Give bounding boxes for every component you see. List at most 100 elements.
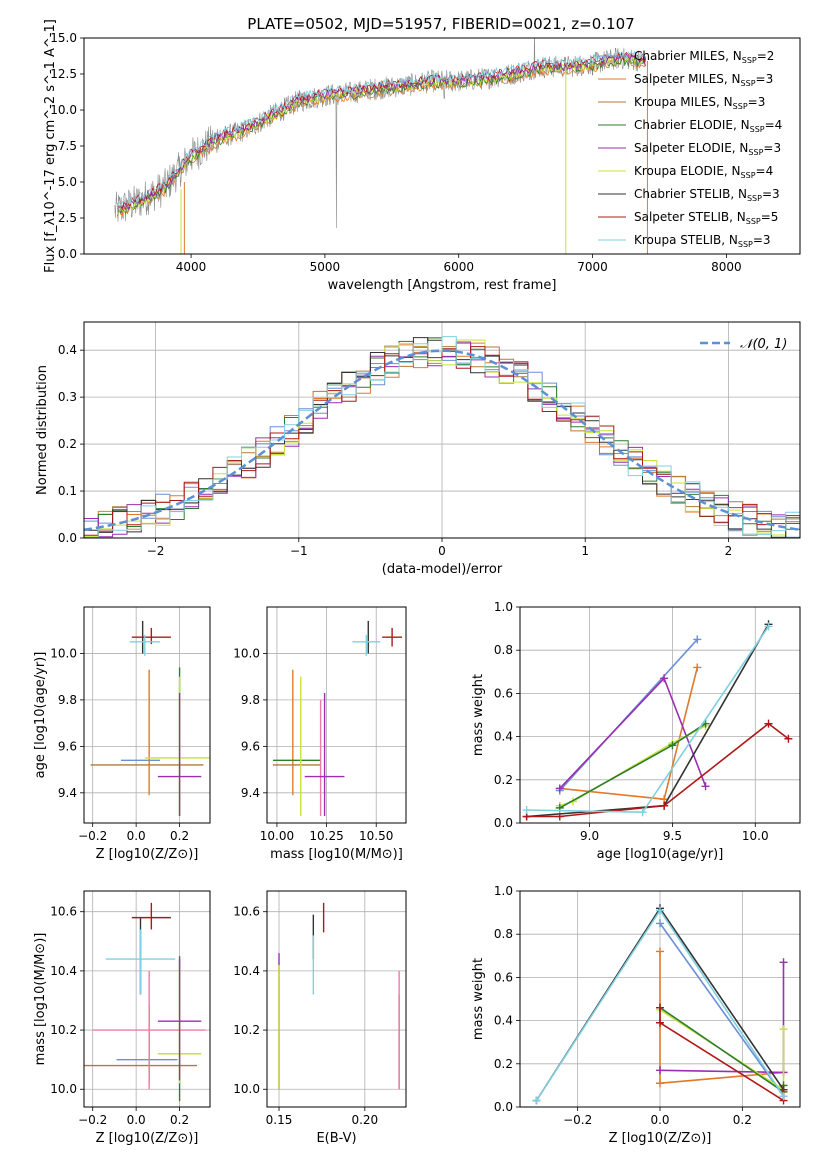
weight-point-marker <box>784 734 793 743</box>
x-axis-label: wavelength [Angstrom, rest frame] <box>328 278 557 293</box>
legend-label: Chabrier MILES, NSSP=2 <box>634 49 774 65</box>
y-tick-label: 0.6 <box>494 686 513 700</box>
y-tick-label: 0.0 <box>494 1100 513 1114</box>
legend-label: Salpeter MILES, NSSP=3 <box>634 72 773 88</box>
weight-point-marker <box>701 782 710 791</box>
weight-point-marker <box>555 784 564 793</box>
x-tick-label: 0.2 <box>170 829 189 843</box>
y-tick-label: 10.2 <box>50 1023 77 1037</box>
model-spectrum <box>117 57 647 218</box>
errorbars <box>84 902 206 1102</box>
y-tick-label: 12.5 <box>50 67 77 81</box>
legend-label: Kroupa STELIB, NSSP=3 <box>634 233 771 249</box>
weight-point-marker <box>668 741 677 750</box>
x-tick-label: 7000 <box>577 260 608 274</box>
mass-weight-vs-metallicity-panel: −0.2 0.0 0.2 0.0 0.2 0.4 0.6 0.8 1.0 Z [log10(Z/Z… <box>471 884 801 1146</box>
weight-point-marker <box>764 719 773 728</box>
y-tick-label: 9.6 <box>241 739 260 753</box>
y-axis-label: mass weight <box>471 958 486 1040</box>
x-tick-label: 9.0 <box>580 829 599 843</box>
spectrum-panel: 4000 5000 6000 7000 8000 0.0 2.5 5.0 7.5 10.0 12.5… <box>43 19 801 293</box>
y-tick-label: 10.0 <box>233 1082 260 1096</box>
weight-point-marker <box>779 958 788 967</box>
x-tick-label: 0.2 <box>170 1113 189 1127</box>
figure-title: PLATE=0502, MJD=51957, FIBERID=0021, z=0… <box>247 15 634 33</box>
weight-point-marker <box>656 1003 664 1012</box>
axes-frame <box>519 890 801 1108</box>
weight-point-marker <box>656 906 664 915</box>
y-tick-label: 10.6 <box>233 905 260 919</box>
x-tick-label: 10.25 <box>309 829 343 843</box>
legend-label: Kroupa ELODIE, NSSP=4 <box>634 164 773 180</box>
y-tick-label: 10.6 <box>50 905 77 919</box>
y-axis-label: mass weight <box>471 674 486 756</box>
x-tick-label: 1 <box>581 544 589 558</box>
y-tick-label: 1.0 <box>494 600 513 614</box>
weight-lines <box>522 620 793 821</box>
y-tick-label: 0.8 <box>494 927 513 941</box>
weight-point-marker <box>660 674 669 683</box>
errorbars <box>278 902 400 1090</box>
model-spectrum <box>117 50 646 208</box>
age-vs-metallicity-panel: −0.2 0.0 0.2 9.4 9.6 9.8 10.0 Z [log10(Z/Z⊙)] ag… <box>33 606 211 862</box>
y-tick-label: 9.4 <box>241 786 260 800</box>
weight-point-marker <box>693 635 702 644</box>
y-axis-label: age [log10(age/yr)] <box>33 652 48 779</box>
y-tick-label: 0.1 <box>58 484 77 498</box>
gaussian-curve <box>84 349 800 532</box>
y-tick-label: 0.3 <box>58 390 77 404</box>
x-tick-label: 10.0 <box>742 829 769 843</box>
y-tick-label: 0.8 <box>494 643 513 657</box>
y-axis-label: Normed distribution <box>35 365 50 495</box>
y-tick-label: 0.6 <box>494 970 513 984</box>
y-tick-label: 10.0 <box>50 103 77 117</box>
x-axis-label: Z [log10(Z/Z⊙)] <box>609 1131 712 1146</box>
y-tick-label: 0.4 <box>58 343 77 357</box>
weight-point-marker <box>764 622 773 631</box>
y-tick-label: 0.2 <box>494 773 513 787</box>
y-tick-label: 0.0 <box>494 816 513 830</box>
weight-point-marker <box>532 1096 541 1105</box>
errorbars <box>90 620 210 817</box>
weight-point-marker <box>522 806 531 815</box>
legend-label: Kroupa MILES, NSSP=3 <box>634 95 765 111</box>
weight-point-marker <box>656 1018 664 1027</box>
spectrum-lines <box>114 38 648 254</box>
x-tick-label: 0.0 <box>650 1113 669 1127</box>
legend-label: 𝒩(0, 1) <box>740 337 787 352</box>
y-tick-label: 0.4 <box>494 730 513 744</box>
y-tick-label: 9.8 <box>58 693 77 707</box>
mass-weight-vs-age-panel: 9.0 9.5 10.0 0.0 0.2 0.4 0.6 0.8 1.0 age [log10(a… <box>471 600 801 862</box>
x-tick-label: −0.2 <box>78 829 107 843</box>
weight-point-marker <box>656 947 664 956</box>
x-tick-label: 10.50 <box>359 829 393 843</box>
histogram-step <box>84 339 800 537</box>
x-tick-label: 6000 <box>443 260 474 274</box>
y-axis-label: Flux [f_λ10^-17 erg cm^-2 s^-1 A^-1] <box>43 19 58 273</box>
x-tick-label: −1 <box>290 544 308 558</box>
mass-vs-extinction-panel: 0.15 0.20 10.0 10.2 10.4 10.6 E(B-V) <box>233 890 407 1146</box>
x-axis-label: E(B-V) <box>316 1131 356 1146</box>
legend-label: Salpeter ELODIE, NSSP=3 <box>634 141 781 157</box>
axes-frame <box>266 890 407 1108</box>
model-spectrum <box>117 51 647 211</box>
axes-frame <box>83 890 211 1108</box>
y-tick-label: 7.5 <box>58 139 77 153</box>
legend-label: Chabrier ELODIE, NSSP=4 <box>634 118 782 134</box>
x-tick-label: 0.15 <box>266 1113 293 1127</box>
weight-point-marker <box>656 1066 664 1075</box>
weight-series-line <box>659 922 785 1097</box>
x-axis-label: Z [log10(Z/Z⊙)] <box>96 1131 199 1146</box>
weight-lines <box>532 904 788 1105</box>
y-tick-label: 5.0 <box>58 175 77 189</box>
y-tick-label: 0.4 <box>494 1014 513 1028</box>
y-axis-label: mass [log10(M/M⊙)] <box>33 933 48 1066</box>
weight-point-marker <box>693 663 702 672</box>
y-tick-label: 0.0 <box>58 247 77 261</box>
y-tick-label: 0.2 <box>58 437 77 451</box>
weight-point-marker <box>555 812 564 821</box>
axes-frame <box>519 606 801 824</box>
axes-frame <box>83 606 211 824</box>
x-tick-label: 0 <box>438 544 446 558</box>
